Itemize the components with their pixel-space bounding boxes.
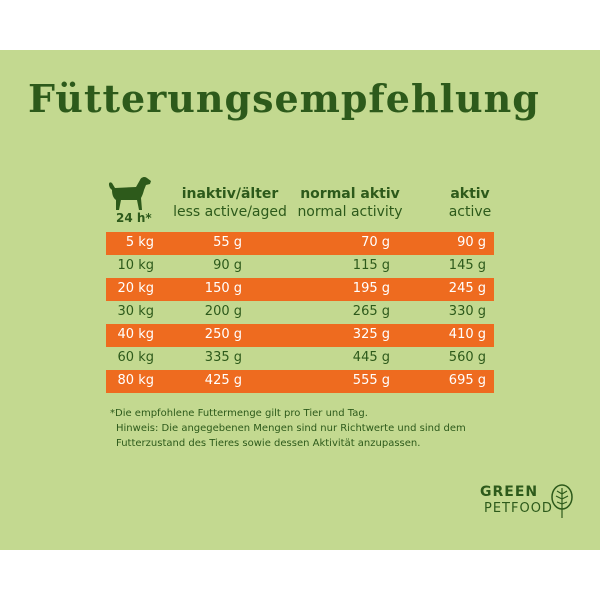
page-title: Fütterungsempfehlung (28, 76, 540, 121)
column-header-en: active (448, 204, 492, 220)
table-row: 5 kg 55 g 70 g 90 g (106, 232, 494, 255)
normal-cell: 445 g (352, 350, 390, 365)
feeding-table: 5 kg 55 g 70 g 90 g 10 kg 90 g 115 g 145… (106, 232, 494, 393)
dog-icon (108, 176, 151, 210)
active-cell: 695 g (448, 373, 486, 388)
per-day-label: 24 h* (116, 211, 152, 225)
weight-cell: 10 kg (117, 258, 154, 273)
active-cell: 410 g (448, 327, 486, 342)
weight-cell: 40 kg (117, 327, 154, 342)
inactive-cell: 425 g (204, 373, 242, 388)
column-header-inactive: inaktiv/älter less active/aged (165, 185, 295, 221)
tree-icon (551, 484, 573, 518)
normal-cell: 555 g (352, 373, 390, 388)
weight-cell: 80 kg (117, 373, 154, 388)
inactive-cell: 250 g (204, 327, 242, 342)
normal-cell: 70 g (361, 235, 390, 250)
inactive-cell: 55 g (213, 235, 242, 250)
active-cell: 245 g (448, 281, 486, 296)
normal-cell: 115 g (352, 258, 390, 273)
feeding-panel: Fütterungsempfehlung 24 h* inaktiv/älter… (0, 50, 600, 550)
table-row: 10 kg 90 g 115 g 145 g (106, 255, 494, 278)
column-header-normal: normal aktiv normal activity (285, 185, 415, 221)
footnotes: *Die empfohlene Futtermenge gilt pro Tie… (110, 406, 466, 451)
weight-cell: 20 kg (117, 281, 154, 296)
brand-logo: GREEN PETFOOD (480, 484, 580, 524)
table-row: 40 kg 250 g 325 g 410 g (106, 324, 494, 347)
column-header-en: less active/aged (173, 204, 287, 220)
column-header-de: aktiv (450, 186, 490, 202)
logo-line-petfood: PETFOOD (484, 501, 553, 516)
column-header-de: inaktiv/älter (181, 186, 279, 202)
table-row: 30 kg 200 g 265 g 330 g (106, 301, 494, 324)
active-cell: 90 g (457, 235, 486, 250)
table-row: 60 kg 335 g 445 g 560 g (106, 347, 494, 370)
normal-cell: 265 g (352, 304, 390, 319)
table-row: 20 kg 150 g 195 g 245 g (106, 278, 494, 301)
weight-cell: 60 kg (117, 350, 154, 365)
inactive-cell: 200 g (204, 304, 242, 319)
column-header-active: aktiv active (420, 185, 520, 221)
weight-cell: 5 kg (125, 235, 154, 250)
column-header-de: normal aktiv (300, 186, 400, 202)
normal-cell: 195 g (352, 281, 390, 296)
weight-cell: 30 kg (117, 304, 154, 319)
inactive-cell: 90 g (213, 258, 242, 273)
column-header-en: normal activity (297, 204, 403, 220)
logo-line-green: GREEN (480, 484, 539, 500)
inactive-cell: 335 g (204, 350, 242, 365)
footnote-line: *Die empfohlene Futtermenge gilt pro Tie… (110, 408, 368, 419)
table-row: 80 kg 425 g 555 g 695 g (106, 370, 494, 393)
active-cell: 330 g (448, 304, 486, 319)
active-cell: 145 g (448, 258, 486, 273)
normal-cell: 325 g (352, 327, 390, 342)
active-cell: 560 g (448, 350, 486, 365)
footnote-line: Hinweis: Die angegebenen Mengen sind nur… (116, 423, 466, 434)
inactive-cell: 150 g (204, 281, 242, 296)
footnote-line: Futterzustand des Tieres sowie dessen Ak… (116, 438, 421, 449)
